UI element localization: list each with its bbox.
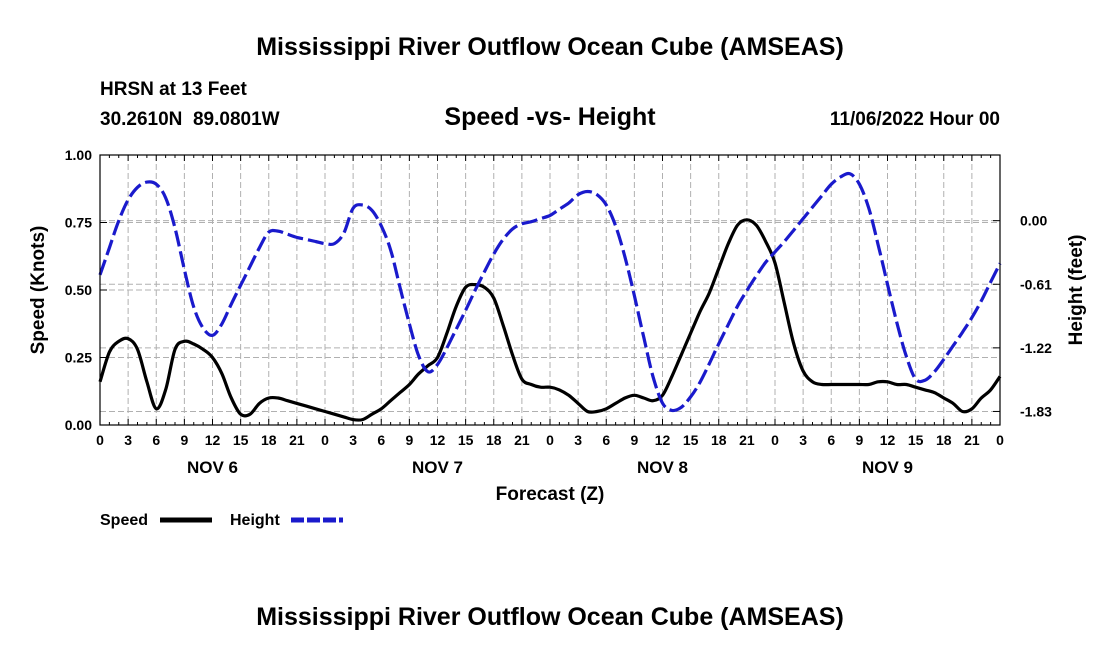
x-tick-label: 12 [655,432,671,448]
x-tick-label: 18 [261,432,277,448]
forecast-datetime: 11/06/2022 Hour 00 [830,109,1000,130]
x-tick-label: 15 [908,432,924,448]
x-tick-label: 0 [771,432,779,448]
y-axis-label-left: Speed (Knots) [28,226,49,355]
y-right-tick-label: -1.22 [1020,340,1052,356]
series-lines [98,171,1002,422]
station-coords: 30.2610N 89.0801W [100,109,280,130]
x-tick-label: 9 [630,432,638,448]
x-tick-label: 12 [430,432,446,448]
x-tick-label: 15 [458,432,474,448]
x-tick-label: 9 [405,432,413,448]
x-tick-label: 21 [964,432,980,448]
y-right-tick-label: -1.83 [1020,403,1052,419]
x-tick-label: 6 [827,432,835,448]
x-tick-label: 3 [124,432,132,448]
x-tick-label: 12 [880,432,896,448]
x-tick-label: 18 [711,432,727,448]
x-tick-label: 18 [936,432,952,448]
x-tick-label: 6 [152,432,160,448]
chart-title: Speed -vs- Height [444,103,656,131]
x-tick-label: 3 [574,432,582,448]
legend-speed-label: Speed [100,512,148,529]
x-tick-label: 12 [205,432,221,448]
x-tick-label: 18 [486,432,502,448]
x-tick-label: 15 [683,432,699,448]
x-tick-label: 3 [349,432,357,448]
y-left-tick-label: 0.25 [65,350,92,366]
x-tick-label: 0 [996,432,1004,448]
x-tick-label: 21 [289,432,305,448]
x-tick-label: 6 [377,432,385,448]
page-title: Mississippi River Outflow Ocean Cube (AM… [256,33,844,61]
x-tick-label: 15 [233,432,249,448]
grid-lines [100,155,1000,425]
day-label: NOV 9 [862,458,913,477]
x-tick-label: 6 [602,432,610,448]
y-left-tick-label: 1.00 [65,147,92,163]
x-tick-label: 9 [180,432,188,448]
y-right-tick-label: 0.00 [1020,213,1047,229]
series-line-height [98,171,1002,413]
x-tick-label: 3 [799,432,807,448]
y-left-tick-label: 0.75 [65,215,92,231]
series-line-speed [98,218,1002,422]
x-tick-label: 9 [855,432,863,448]
footer-title: Mississippi River Outflow Ocean Cube (AM… [256,603,844,631]
x-axis-label: Forecast (Z) [496,484,605,505]
x-tick-label: 21 [739,432,755,448]
day-label: NOV 7 [412,458,463,477]
legend-height-label: Height [230,512,280,529]
x-tick-label: 0 [546,432,554,448]
legend: Speed Height [100,512,343,529]
x-tick-label: 0 [321,432,329,448]
y-axis-label-right: Height (feet) [1066,235,1087,346]
station-name: HRSN at 13 Feet [100,79,247,100]
y-right-tick-label: -0.61 [1020,276,1052,292]
y-left-tick-label: 0.00 [65,417,92,433]
y-left-tick-label: 0.50 [65,282,92,298]
x-tick-label: 0 [96,432,104,448]
day-label: NOV 8 [637,458,688,477]
x-tick-label: 21 [514,432,530,448]
day-label: NOV 6 [187,458,238,477]
axes: 0 3 6 9 12 15 18 21 0 3 6 9 12 15 18 21 0 3 6 9 12 15 18 21 0 3 6 9… [65,147,1052,477]
